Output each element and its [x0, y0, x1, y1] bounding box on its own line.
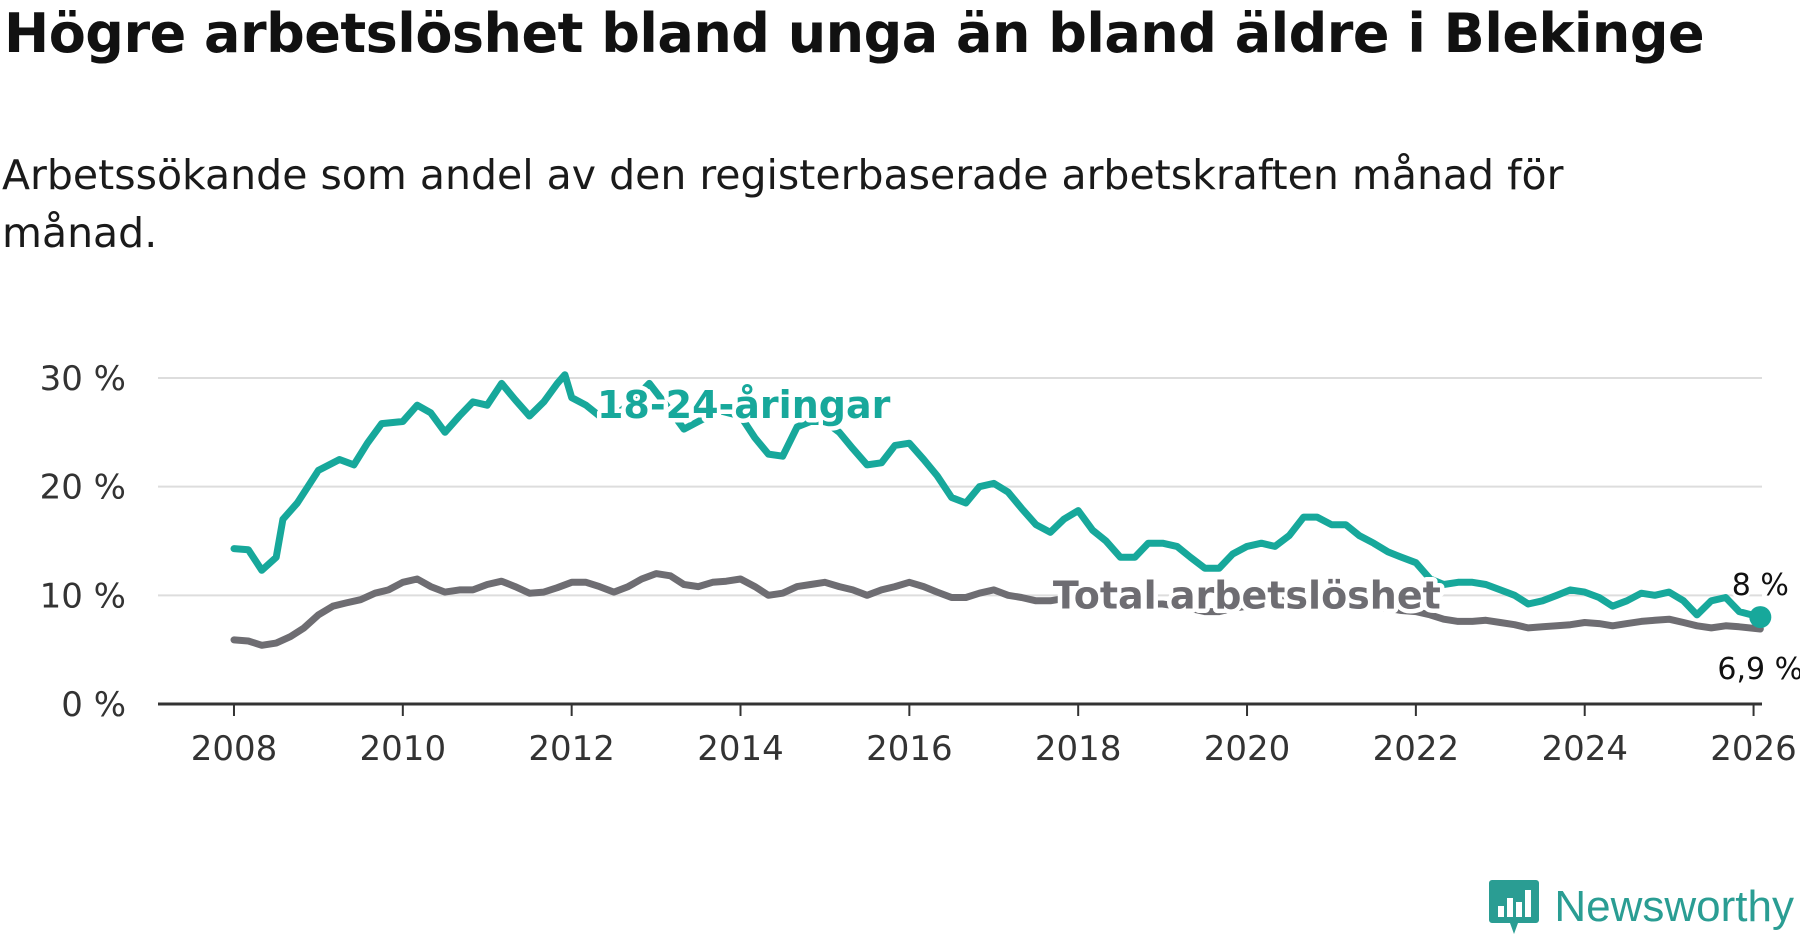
y-tick-label: 0 %	[61, 685, 126, 725]
end-label-total: 6,9 %	[1717, 652, 1800, 687]
series-labels: 18-24-åringar Total arbetslöshet 8 % 6,9 %	[592, 379, 1800, 690]
series-line-youth	[230, 371, 1764, 621]
y-axis-ticks: 0 % 10 % 20 % 30 %	[40, 359, 126, 725]
brand-name: Newsworthy	[1554, 882, 1794, 931]
series-label: Total arbetslöshet	[1053, 573, 1441, 617]
x-tick-label: 2012	[528, 729, 615, 769]
chart-title: Högre arbetslöshet bland unga än bland ä…	[4, 2, 1705, 65]
x-tick-label: 2026	[1710, 729, 1797, 769]
x-tick-label: 2014	[697, 729, 784, 769]
x-tick-label: 2008	[191, 729, 278, 769]
x-tick-label: 2022	[1373, 729, 1460, 769]
x-tick-label: 2024	[1541, 729, 1628, 769]
chart-subtitle: Arbetssökande som andel av den registerb…	[2, 151, 1564, 257]
grid-lines	[158, 377, 1762, 706]
y-tick-label: 30 %	[40, 359, 126, 399]
brand-logo: Newsworthy	[1488, 878, 1794, 936]
x-tick-label: 2020	[1204, 729, 1291, 769]
y-tick-label: 20 %	[40, 468, 126, 508]
series-lines	[230, 371, 1764, 649]
series-line-total	[230, 570, 1764, 649]
end-label-youth: 8 %	[1732, 568, 1789, 603]
end-marker-youth	[1749, 606, 1772, 629]
y-tick-label: 10 %	[40, 576, 126, 616]
x-tick-label: 2016	[866, 729, 953, 769]
series-label: 18-24-åringar	[597, 383, 891, 427]
x-tick-label: 2018	[1035, 729, 1122, 769]
x-axis-ticks: 2008 2010 2012 2014 2016 2018 2020 2022 2024 2026	[191, 704, 1797, 769]
newsworthy-logo-icon	[1489, 880, 1540, 934]
x-tick-label: 2010	[360, 729, 447, 769]
